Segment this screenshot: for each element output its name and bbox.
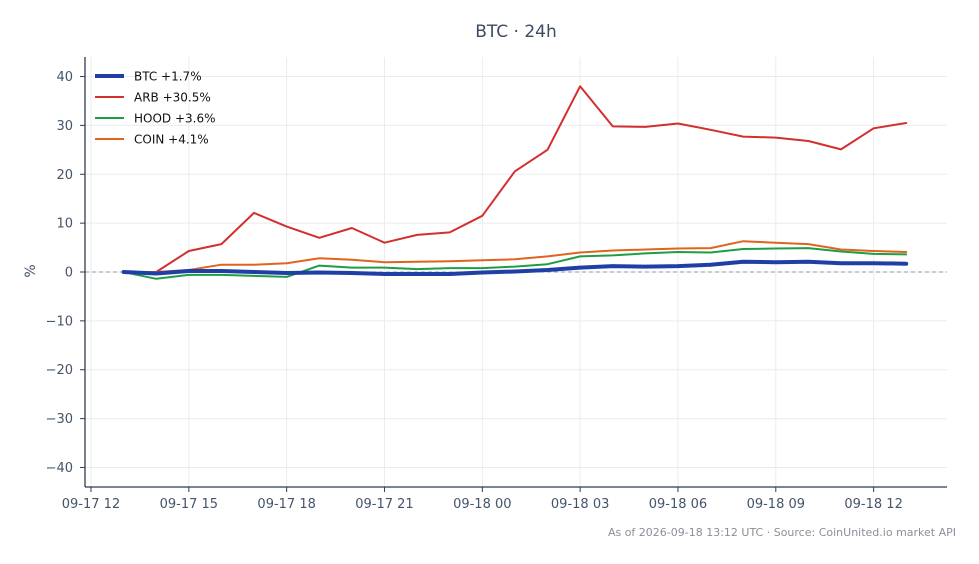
legend: BTC +1.7% ARB +30.5% HOOD +3.6% COIN +4.1%	[95, 70, 216, 147]
y-tick-label: 20	[56, 168, 73, 183]
series-layer	[121, 85, 909, 280]
y-tick-label: −30	[46, 412, 73, 427]
y-tick-label: 30	[56, 119, 73, 134]
x-tick-label: 09-18 03	[551, 497, 609, 512]
legend-label: COIN +4.1%	[134, 133, 209, 147]
x-tick-label: 09-17 18	[257, 497, 315, 512]
series-line-hood	[122, 247, 908, 280]
y-tick-layer: 40 30 20 10 0 −10 −20 −30 −40	[46, 70, 85, 476]
y-tick-label: −20	[46, 363, 73, 378]
y-tick-label: 10	[56, 217, 73, 232]
series-line-arb	[122, 85, 908, 273]
y-tick-label: −10	[46, 314, 73, 329]
legend-label: ARB +30.5%	[134, 91, 211, 105]
y-tick-label: −40	[46, 461, 73, 476]
y-tick-label: 0	[65, 266, 73, 281]
x-tick-label: 09-18 06	[649, 497, 707, 512]
x-tick-label: 09-18 09	[747, 497, 805, 512]
x-tick-label: 09-18 00	[453, 497, 511, 512]
x-tick-layer: 09-17 12 09-17 15 09-17 18 09-17 21 09-18 00…	[62, 487, 903, 512]
legend-label: BTC +1.7%	[134, 70, 202, 84]
x-tick-label: 09-17 12	[62, 497, 120, 512]
source-footnote: As of 2026-09-18 13:12 UTC · Source: Coi…	[607, 526, 956, 539]
y-axis-label: %	[23, 264, 39, 277]
legend-label: HOOD +3.6%	[134, 112, 216, 126]
x-tick-label: 09-18 12	[844, 497, 902, 512]
chart-title: BTC · 24h	[475, 22, 557, 42]
x-tick-label: 09-17 15	[160, 497, 218, 512]
x-tick-label: 09-17 21	[355, 497, 413, 512]
y-tick-label: 40	[56, 70, 73, 85]
series-line-btc	[121, 259, 909, 276]
series-line-coin	[122, 240, 908, 273]
